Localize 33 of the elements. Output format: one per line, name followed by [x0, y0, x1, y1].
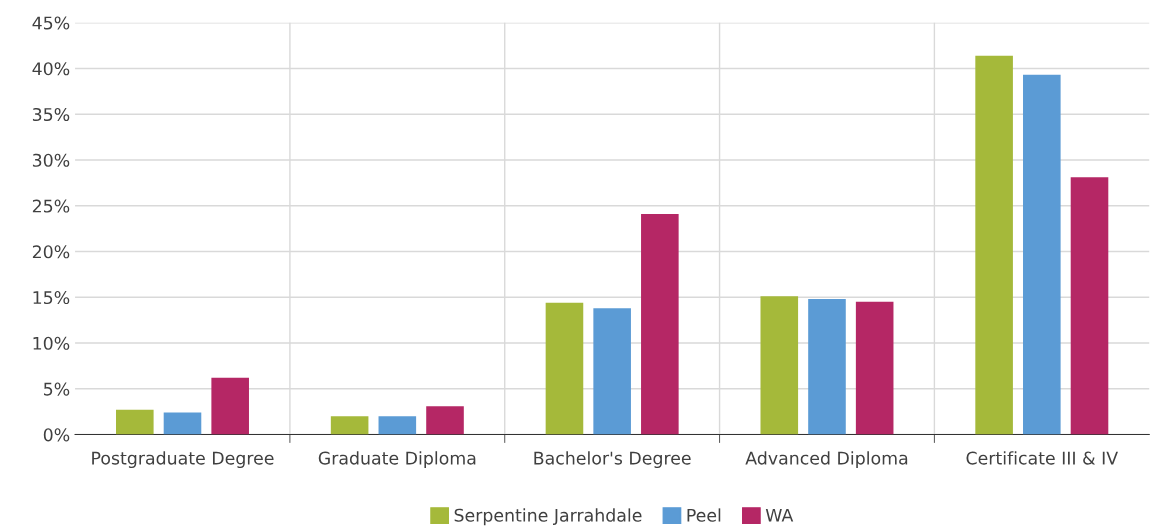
- legend-label: Peel: [687, 508, 721, 522]
- bar: [211, 377, 249, 435]
- bar: [1023, 74, 1061, 435]
- legend-label: WA: [765, 508, 794, 522]
- bar: [545, 302, 584, 435]
- bar: [760, 296, 799, 435]
- x-tick-label: Bachelor's Degree: [534, 451, 691, 469]
- y-tick-label: 40%: [32, 62, 70, 76]
- bar: [975, 55, 1013, 435]
- bar: [378, 416, 417, 435]
- bar: [855, 301, 894, 435]
- bar: [593, 308, 631, 435]
- bar: [1070, 177, 1109, 435]
- bar: [116, 409, 154, 435]
- y-tick-label: 10%: [33, 336, 70, 350]
- y-tick-label: 20%: [32, 245, 70, 259]
- legend-label: Serpentine Jarrahdale: [454, 508, 642, 526]
- x-tick-label: Certificate III & IV: [966, 451, 1118, 465]
- x-tick-label: Postgraduate Degree: [92, 451, 274, 469]
- y-tick-label: 0%: [43, 428, 70, 442]
- bar: [163, 412, 202, 435]
- y-tick-label: 25%: [32, 199, 70, 213]
- x-tick-label: Advanced Diploma: [745, 451, 908, 469]
- bar: [426, 406, 464, 435]
- y-tick-label: 30%: [32, 153, 70, 167]
- y-tick-label: 35%: [32, 107, 70, 122]
- y-tick-label: 5%: [44, 382, 70, 396]
- bar: [641, 213, 679, 435]
- y-tick-label: 15%: [33, 290, 70, 305]
- bar: [330, 416, 369, 435]
- y-tick-label: 45%: [32, 16, 70, 30]
- bar: [808, 299, 846, 435]
- x-tick-label: Graduate Diploma: [318, 451, 476, 469]
